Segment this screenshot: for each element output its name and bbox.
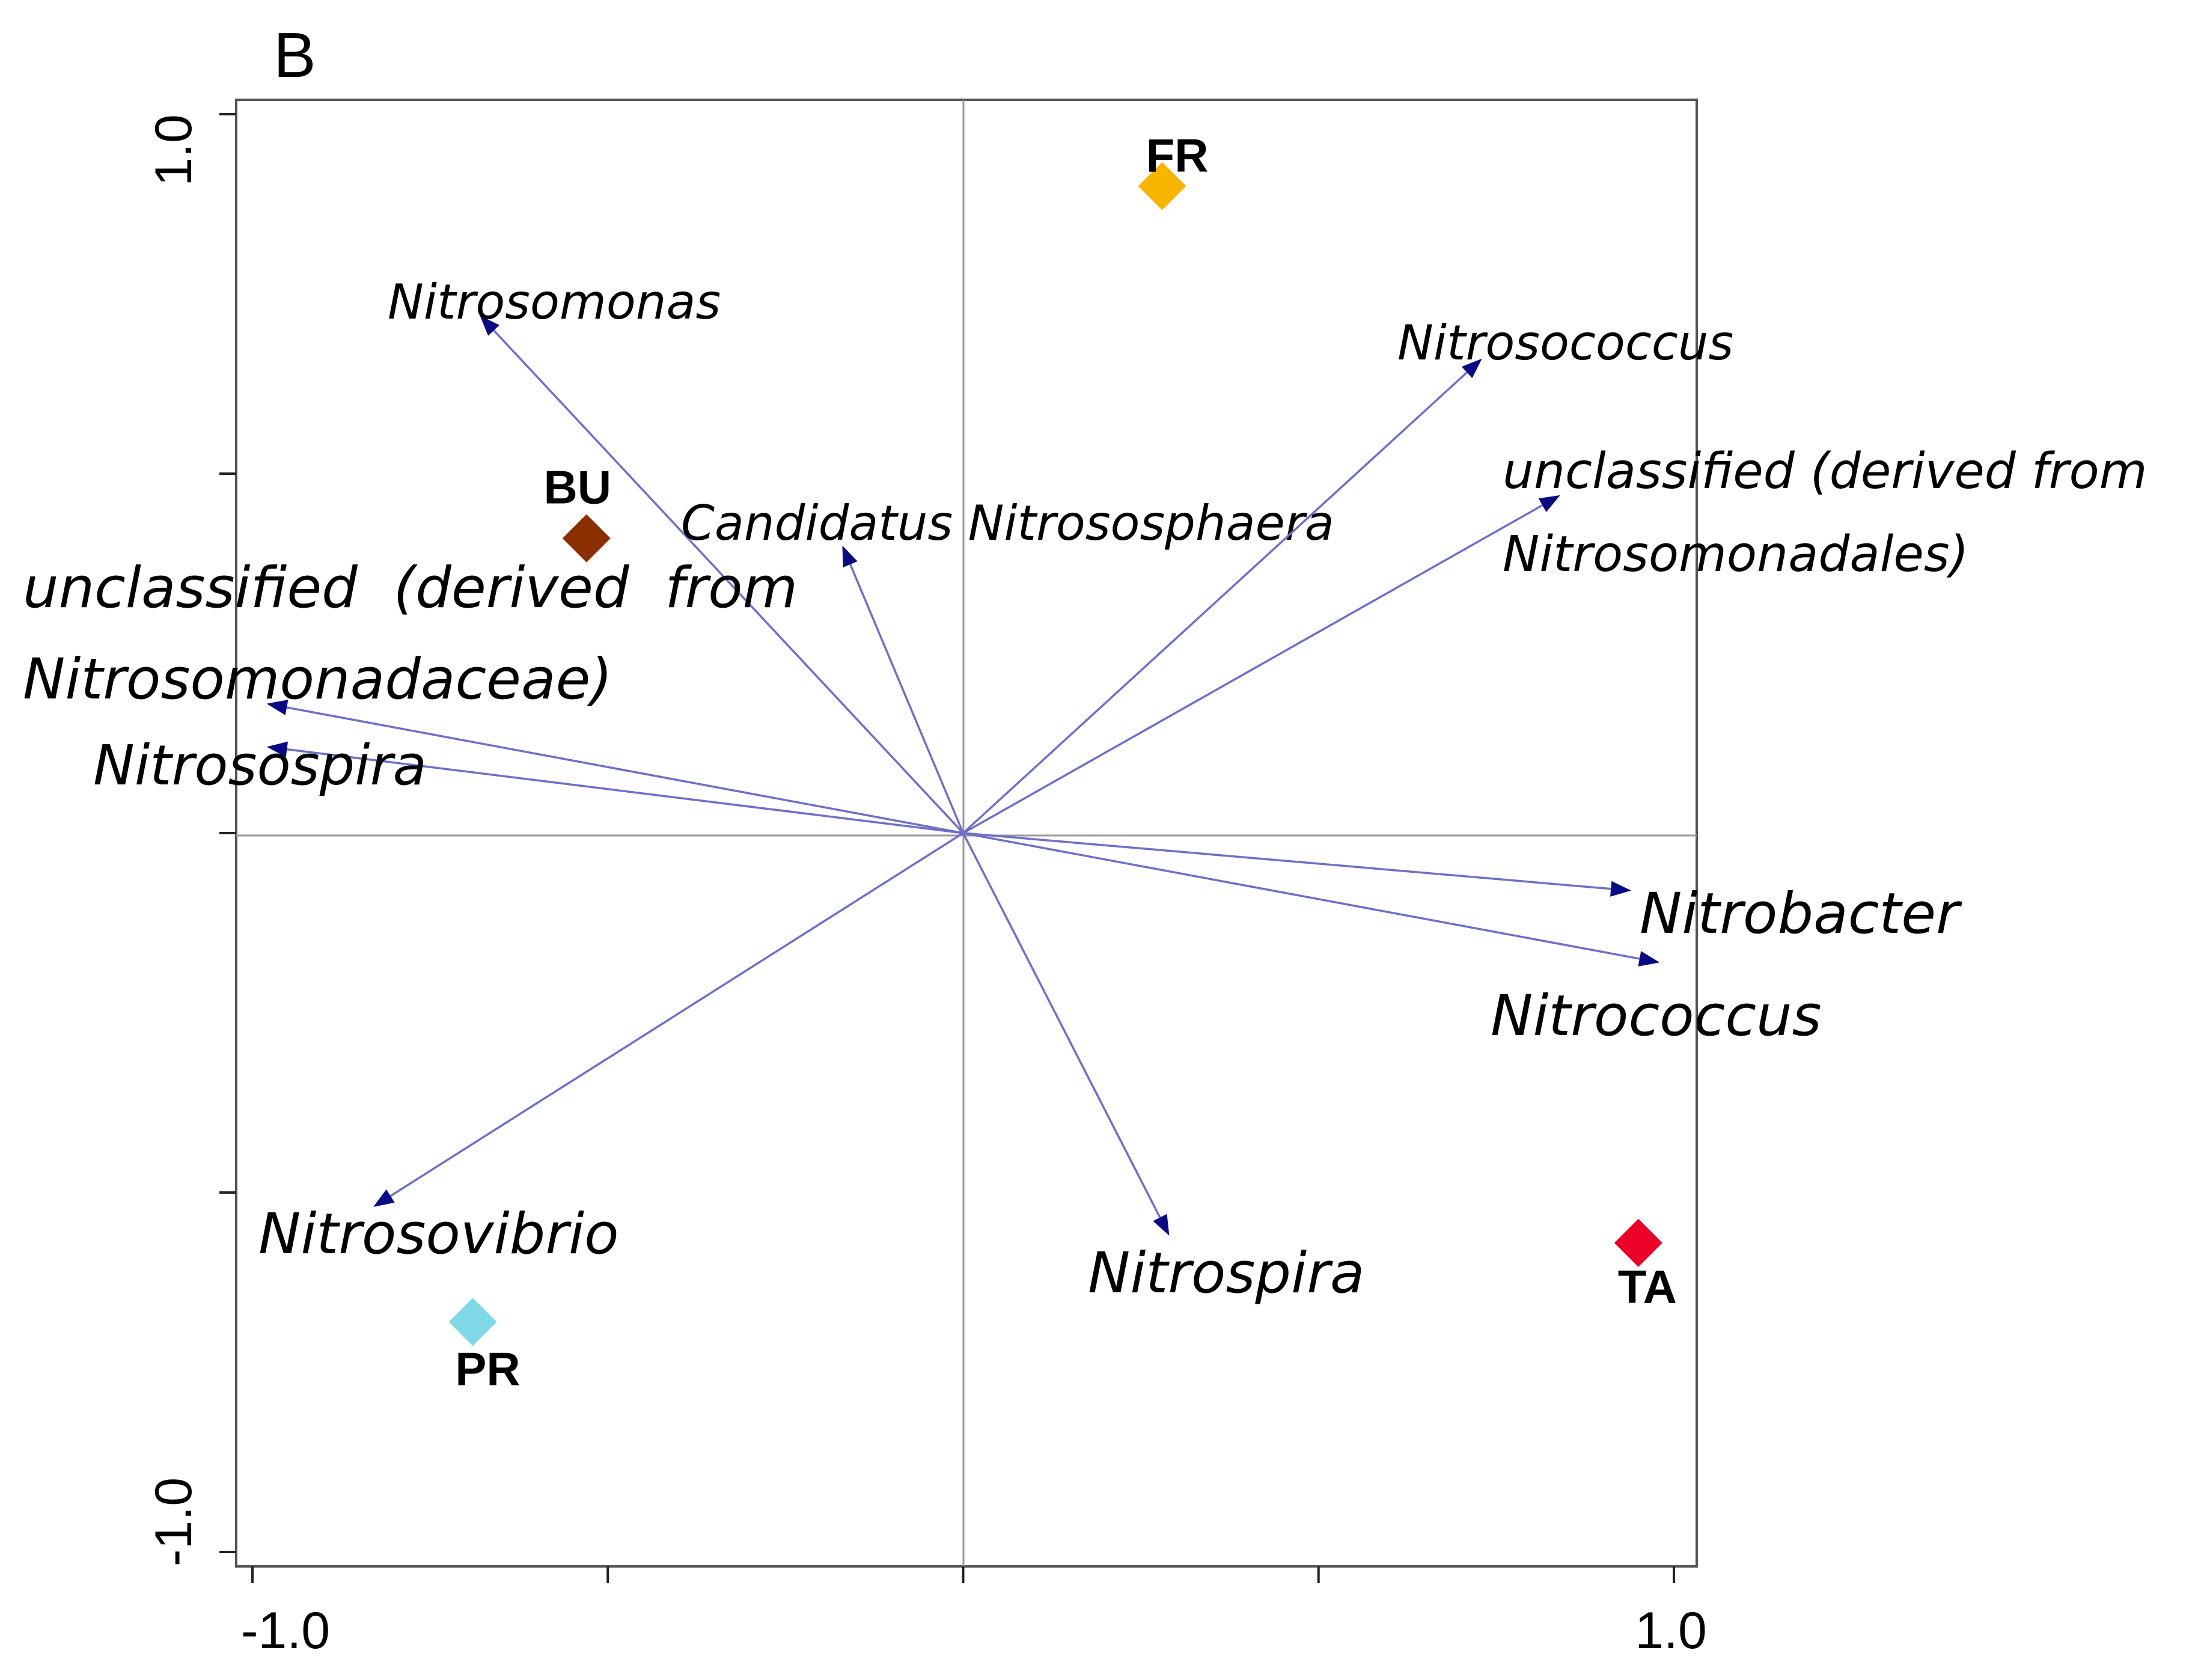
site-marker-fr <box>1138 162 1186 210</box>
species-label-nitrosococcus: Nitrosococcus <box>1397 315 1733 371</box>
arrow-line-nitrobacter <box>963 832 1611 890</box>
arrow-head-nitrococcus <box>1638 951 1660 967</box>
arrow-head-nitrosococcus <box>1461 358 1482 379</box>
arrow-line-nitrosococcus <box>962 371 1468 834</box>
site-label-pr: PR <box>455 1342 520 1395</box>
y-tick-label-min: -1.0 <box>145 1477 203 1566</box>
arrow-head-nitrospira <box>1153 1214 1170 1236</box>
arrow-head-nitrosomonas <box>480 315 500 336</box>
species-label-nitrococcus: Nitrococcus <box>1491 983 1822 1049</box>
site-label-bu: BU <box>543 461 611 514</box>
arrow-line-unclassified-derived-from-nitrosomonadaceae <box>286 706 963 834</box>
site-points: FR BU TA PR <box>448 129 1677 1395</box>
arrow-line-candidatus-nitrososphaera <box>849 564 965 834</box>
arrow-line-nitrospira <box>962 832 1161 1218</box>
arrow-line-nitrosospira <box>287 748 963 834</box>
arrow-head-nitrobacter <box>1610 881 1632 897</box>
species-label-nitrospira: Nitrospira <box>1088 1241 1364 1306</box>
axis-tick-labels: -1.0 1.0 -1.0 1.0 <box>145 114 1707 1660</box>
arrow-line-nitrococcus <box>963 832 1640 960</box>
x-tick-label-max: 1.0 <box>1635 1602 1707 1660</box>
arrow-head-nitrosospira <box>266 741 288 757</box>
y-tick-label-max: 1.0 <box>145 114 203 186</box>
site-label-ta: TA <box>1618 1260 1677 1313</box>
arrow-head-nitrosovibrio <box>373 1189 395 1207</box>
arrow-line-nitrosovibrio <box>389 832 964 1197</box>
axis-ticks <box>219 113 1675 1583</box>
arrow-head-candidatus-nitrososphaera <box>842 545 858 567</box>
species-label-nitrosovibrio: Nitrosovibrio <box>258 1202 619 1267</box>
species-label-unclassified-derived-from-nitrosomonadaceae: unclassified (derived from Nitrosomonadac… <box>23 555 798 712</box>
arrow-head-unclassified-derived-from-nitrosomonadaceae <box>266 700 288 715</box>
arrow-line-nitrosomonas <box>493 329 964 834</box>
panel-label: B <box>273 20 316 91</box>
site-label-fr: FR <box>1146 129 1209 182</box>
species-label-nitrosospira: Nitrosospira <box>93 733 427 798</box>
site-marker-pr <box>448 1298 497 1346</box>
site-marker-ta <box>1614 1218 1662 1267</box>
species-arrows: Nitrosomonas Candidatus Nitrososphaera Nit… <box>23 274 2148 1306</box>
arrow-line-unclassified-derived-from-nitrosomonadales <box>962 504 1543 834</box>
species-label-candidatus-nitrososphaera: Candidatus Nitrososphaera <box>681 495 1334 551</box>
species-label-unclassified-derived-from-nitrosomonadales: unclassified (derived from Nitrosomonadal… <box>1503 443 2148 583</box>
species-label-nitrobacter: Nitrobacter <box>1640 881 1962 947</box>
x-tick-label-min: -1.0 <box>241 1602 330 1660</box>
species-label-nitrosomonas: Nitrosomonas <box>388 274 721 330</box>
site-marker-bu <box>562 514 611 563</box>
arrow-head-unclassified-derived-from-nitrosomonadales <box>1538 495 1560 512</box>
